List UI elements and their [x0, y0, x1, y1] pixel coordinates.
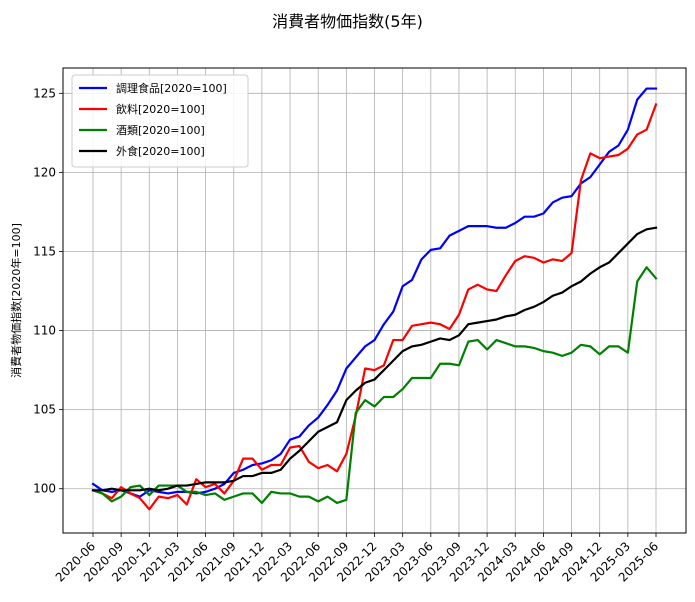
y-tick-label: 120: [33, 165, 56, 179]
series-line-2: [91, 102, 658, 511]
legend-box: [71, 74, 249, 168]
y-tick-label: 105: [33, 403, 56, 417]
legend-label-3: 酒類[2020=100]: [116, 124, 205, 137]
series-line-4: [91, 226, 658, 492]
legend: 調理食品[2020=100] 飲料[2020=100] 酒類[2020=100] 外食…: [71, 74, 249, 168]
y-tick-label: 115: [33, 244, 56, 258]
series-line-3: [91, 266, 658, 505]
plot-frame: [62, 67, 687, 534]
legend-label-2: 飲料[2020=100]: [116, 102, 205, 116]
y-tick-label: 125: [33, 86, 56, 100]
y-axis-label: 消費者物価指数[2020年=100]: [9, 223, 23, 378]
y-tick-label: 110: [33, 324, 56, 338]
legend-label-4: 外食[2020=100]: [116, 144, 205, 158]
legend-label-1: 調理食品[2020=100]: [116, 81, 227, 95]
y-tick-label: 100: [33, 482, 56, 496]
chart-title: 消費者物価指数(5年): [272, 12, 423, 31]
